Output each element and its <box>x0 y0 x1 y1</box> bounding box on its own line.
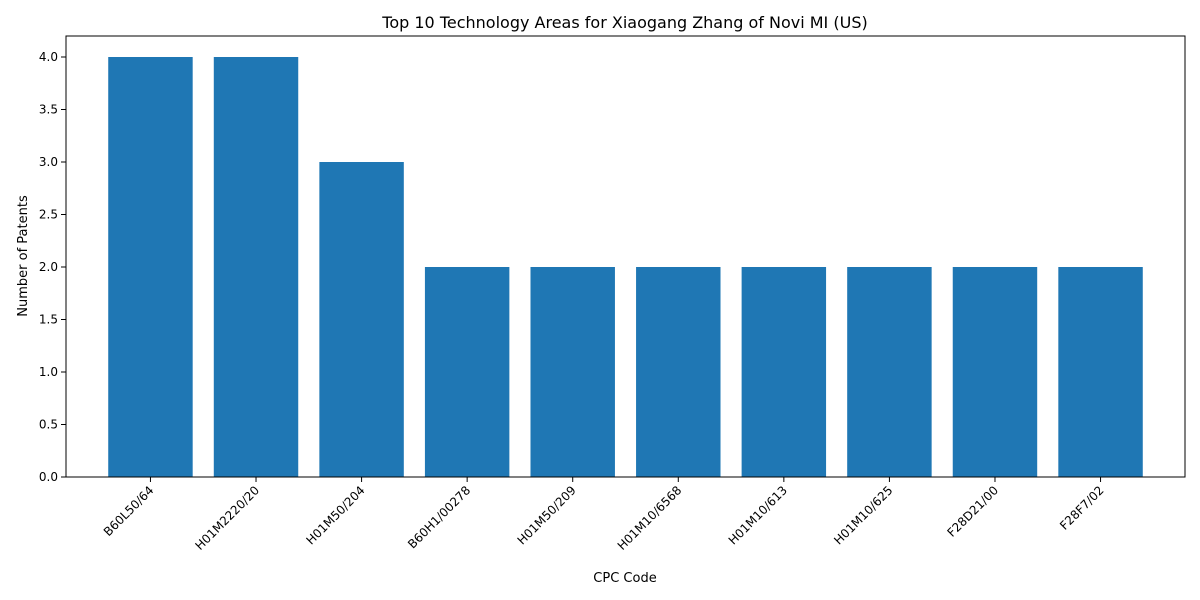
y-tick-label: 4.0 <box>39 50 58 64</box>
y-tick-label: 3.5 <box>39 103 58 117</box>
bar-7 <box>742 267 826 477</box>
bar-3 <box>319 162 403 477</box>
plot-area: 0.0 0.5 1.0 1.5 2.0 2.5 3.0 3.5 4.0 B60L50/64 H01M… <box>39 36 1185 553</box>
x-tick-label: B60H1/00278 <box>405 483 473 551</box>
bar-1 <box>108 57 192 477</box>
y-tick-label: 2.0 <box>39 260 58 274</box>
bar-4 <box>425 267 509 477</box>
x-tick-label: B60L50/64 <box>101 483 157 539</box>
x-tick-label: H01M2220/20 <box>192 483 262 553</box>
y-tick-label: 0.0 <box>39 470 58 484</box>
y-axis-label: Number of Patents <box>16 195 31 317</box>
x-tick-label: H01M50/209 <box>515 483 579 547</box>
x-tick-label: H01M10/613 <box>726 483 790 547</box>
bar-10 <box>1058 267 1142 477</box>
y-tick-label: 0.5 <box>39 418 58 432</box>
bar-2 <box>214 57 298 477</box>
bar-9 <box>953 267 1037 477</box>
y-tick-label: 3.0 <box>39 155 58 169</box>
y-tick-label: 1.0 <box>39 365 58 379</box>
x-tick-label: F28D21/00 <box>945 483 1002 540</box>
chart-title: Top 10 Technology Areas for Xiaogang Zha… <box>381 13 867 32</box>
x-tick-label: H01M10/6568 <box>615 483 685 553</box>
bar-8 <box>847 267 931 477</box>
x-axis-label: CPC Code <box>593 571 656 586</box>
bar-5 <box>530 267 614 477</box>
x-tick-label: H01M10/625 <box>831 483 895 547</box>
bar-6 <box>636 267 720 477</box>
y-tick-label: 1.5 <box>39 313 58 327</box>
x-tick-label: F28F7/02 <box>1057 483 1107 533</box>
y-tick-label: 2.5 <box>39 208 58 222</box>
x-tick-label: H01M50/204 <box>303 483 367 547</box>
